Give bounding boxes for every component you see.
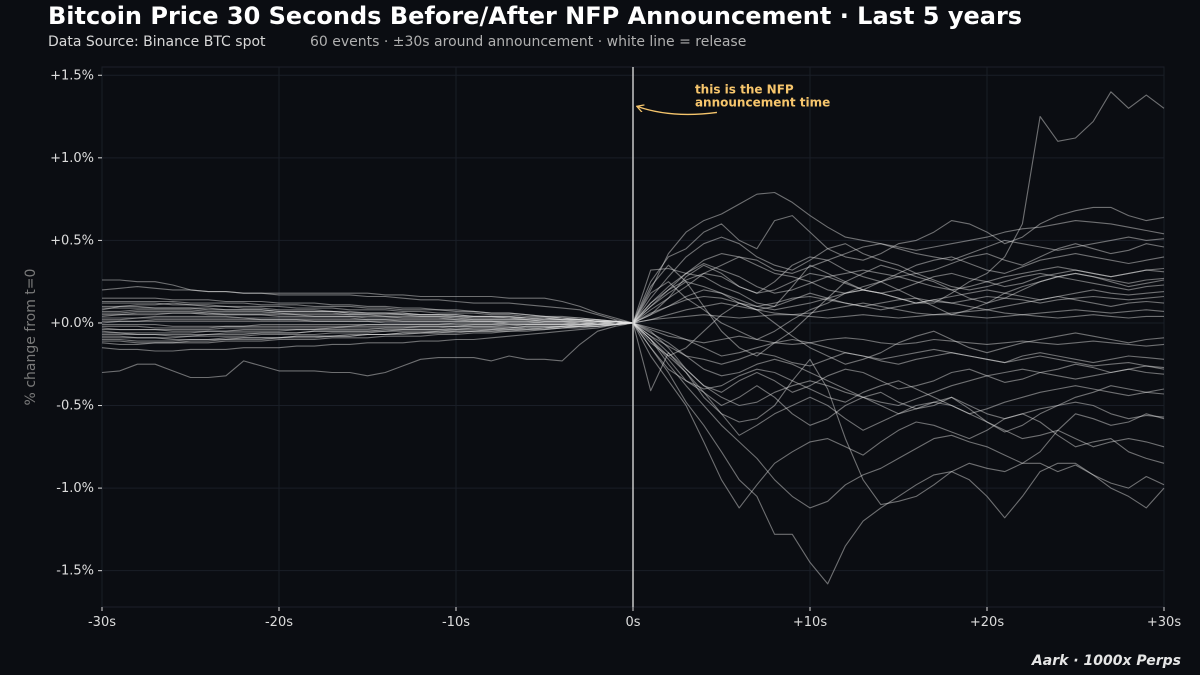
- y-tick-label: -0.5%: [56, 399, 94, 414]
- x-tick-label: -30s: [88, 615, 116, 630]
- x-tick-label: +10s: [793, 615, 827, 630]
- series-layer: [101, 91, 1165, 585]
- x-tick-label: -20s: [265, 615, 293, 630]
- y-tick-label: +0.5%: [50, 233, 94, 248]
- x-tick-label: -10s: [442, 615, 470, 630]
- annotation-text: announcement time: [695, 95, 830, 109]
- y-tick-label: -1.0%: [56, 481, 94, 496]
- chart-subtitle: 60 events · ±30s around announcement · w…: [309, 34, 747, 50]
- subtitle-row: Data Source: Binance BTC spot 60 events …: [48, 33, 746, 51]
- y-tick-label: -1.5%: [56, 564, 94, 579]
- x-tick-label: 0s: [625, 615, 640, 630]
- x-tick-label: +20s: [970, 615, 1004, 630]
- x-tick-label: +30s: [1147, 615, 1181, 630]
- data-source: Data Source: Binance BTC spot: [48, 34, 266, 50]
- annotation-text: this is the NFP: [695, 82, 794, 96]
- annotation-arrow: [638, 107, 718, 116]
- chart-title: Bitcoin Price 30 Seconds Before/After NF…: [48, 2, 1023, 30]
- brand-watermark: Aark · 1000x Perps: [1031, 653, 1181, 669]
- y-tick-label: +1.5%: [50, 68, 94, 83]
- y-tick-label: +1.0%: [50, 151, 94, 166]
- y-tick-label: +0.0%: [50, 316, 94, 331]
- y-axis-label: % change from t=0: [23, 269, 39, 406]
- axis-layer: +1.5% +1.0% +0.5% +0.0% -0.5% -1.0% -1.5% -30s -…: [23, 68, 1181, 630]
